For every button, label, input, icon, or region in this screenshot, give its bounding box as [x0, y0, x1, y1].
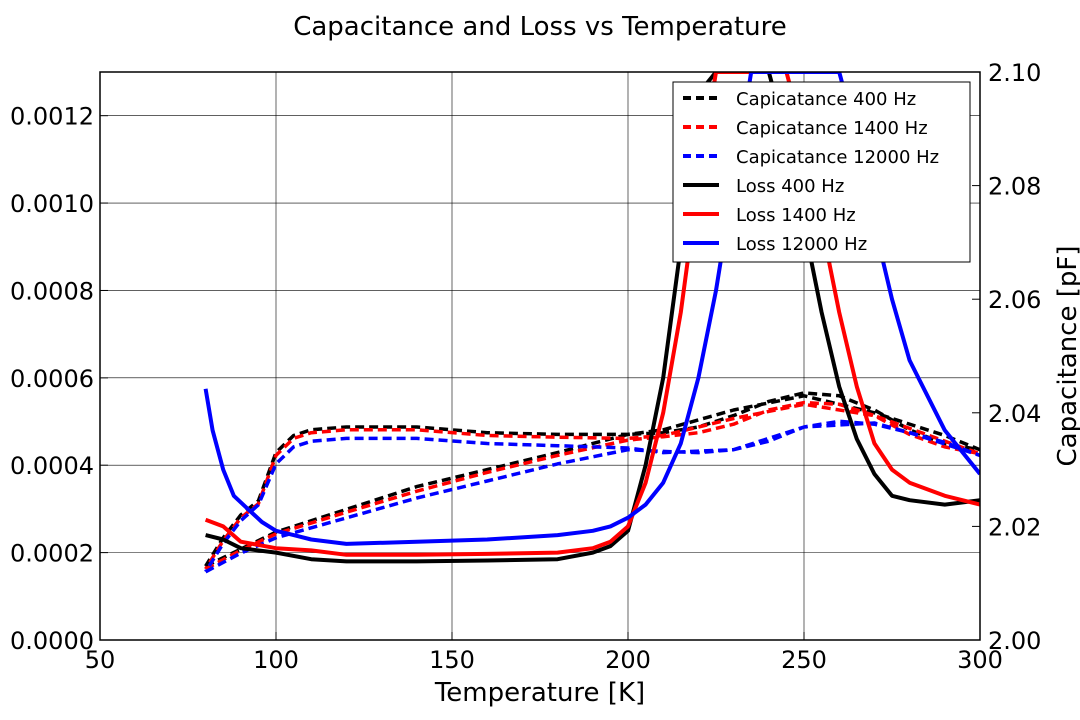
y-left-tick-label: 0.0004	[10, 452, 94, 480]
y-left-tick-label: 0.0000	[10, 627, 94, 655]
x-tick-label: 200	[605, 646, 651, 674]
legend-label: Loss 1400 Hz	[736, 205, 856, 226]
x-axis-title: Temperature [K]	[434, 678, 645, 708]
x-tick-label: 250	[781, 646, 827, 674]
legend-label: Loss 400 Hz	[736, 176, 844, 197]
y-right-tick-label: 2.00	[988, 627, 1041, 655]
plot-area-frame	[99, 71, 981, 641]
chart-title: Capacitance and Loss vs Temperature	[293, 12, 787, 42]
y-right-tick-label: 2.06	[988, 286, 1041, 314]
y-left-tick-label: 0.0008	[10, 277, 94, 305]
axis-ticks: 50 100 150 200 250 300 0.0000 0.0002 0.0004 0.000…	[10, 59, 1041, 674]
y-right-tick-label: 2.02	[988, 513, 1041, 541]
y-left-tick-label: 0.0006	[10, 365, 94, 393]
y-left-tick-label: 0.0010	[10, 190, 94, 218]
x-tick-label: 150	[429, 646, 475, 674]
x-tick-label: 100	[253, 646, 299, 674]
series-line-capacitance-2	[204, 419, 980, 574]
y-left-tick-label: 0.0012	[10, 103, 94, 131]
x-tick-label: 300	[957, 646, 1003, 674]
legend-label: Capicatance 12000 Hz	[736, 147, 939, 168]
y-right-tick-label: 2.08	[988, 173, 1041, 201]
y-right-axis-title: Capacitance [pF]	[1053, 246, 1080, 467]
y-left-tick-label: 0.0002	[10, 540, 94, 568]
legend-label: Capicatance 1400 Hz	[736, 118, 928, 139]
y-right-tick-label: 2.10	[988, 59, 1041, 87]
x-tick-label: 50	[85, 646, 116, 674]
y-right-tick-label: 2.04	[988, 400, 1041, 428]
legend-label: Capicatance 400 Hz	[736, 89, 916, 110]
series-line-capacitance-0	[204, 391, 980, 568]
legend-box	[672, 81, 971, 263]
legend-label: Loss 12000 Hz	[736, 234, 867, 255]
legend: Capicatance 400 Hz Capicatance 1400 Hz Cap…	[672, 81, 971, 263]
